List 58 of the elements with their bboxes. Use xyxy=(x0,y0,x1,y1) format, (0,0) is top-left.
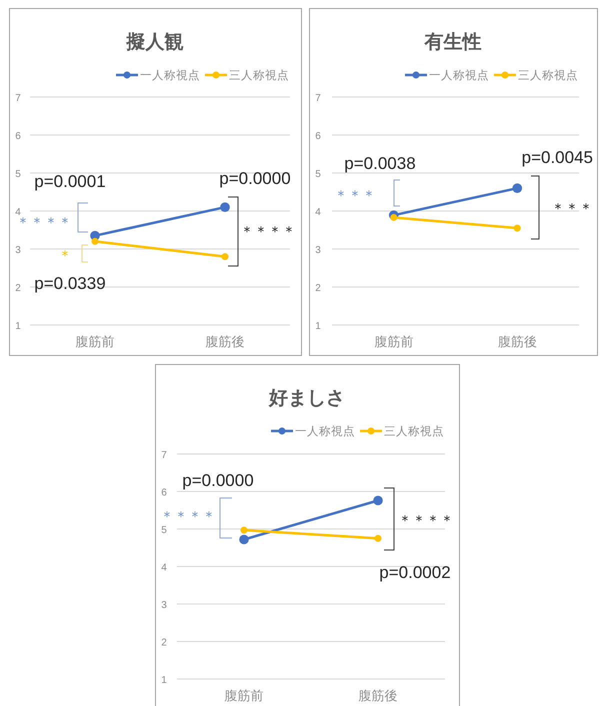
point xyxy=(374,534,382,542)
y-tick-label: 1 xyxy=(161,675,168,686)
annotation: ＊＊＊＊ xyxy=(240,223,296,240)
annotation: p=0.0045 xyxy=(522,148,593,168)
y-tick-label: 7 xyxy=(315,93,322,104)
annotation: p=0.0038 xyxy=(344,154,416,174)
x-tick-label: 腹筋前 xyxy=(76,334,114,349)
y-tick-label: 7 xyxy=(161,450,168,461)
y-tick-label: 6 xyxy=(315,131,322,142)
point xyxy=(92,238,98,245)
annotation: p=0.0001 xyxy=(34,172,106,192)
y-tick-label: 4 xyxy=(315,207,322,218)
chart-title: 好ましさ xyxy=(268,388,345,409)
x-tick-label: 腹筋後 xyxy=(498,334,537,349)
x-tick-label: 腹筋前 xyxy=(224,688,264,703)
legend-label: 三人称視点 xyxy=(229,69,289,82)
y-tick-label: 1 xyxy=(15,321,22,332)
annotation: ＊ xyxy=(58,247,72,264)
point xyxy=(373,496,383,506)
annotation: p=0.0000 xyxy=(219,169,291,188)
legend-label: 一人称視点 xyxy=(140,69,200,82)
point xyxy=(222,253,228,260)
legend-label: 三人称視点 xyxy=(384,425,444,438)
y-tick-label: 2 xyxy=(15,283,22,294)
x-tick-label: 腹筋後 xyxy=(358,688,398,703)
annotation: p=0.0000 xyxy=(182,471,254,490)
y-tick-label: 4 xyxy=(161,562,168,574)
y-tick-label: 5 xyxy=(15,169,22,180)
legend-label: 一人称視点 xyxy=(295,425,355,438)
y-tick-label: 1 xyxy=(315,321,322,332)
point xyxy=(514,224,521,232)
annotation: p=0.0339 xyxy=(34,274,106,294)
legend-label: 三人称視点 xyxy=(518,69,578,82)
point xyxy=(512,183,522,193)
y-tick-label: 6 xyxy=(15,131,22,142)
legend-label: 一人称視点 xyxy=(429,69,489,82)
chart-title: 擬人観 xyxy=(126,32,184,53)
x-tick-label: 腹筋前 xyxy=(374,334,414,349)
annotation: ＊＊＊ xyxy=(551,200,593,216)
point xyxy=(239,534,249,544)
y-tick-label: 2 xyxy=(161,638,168,648)
y-tick-label: 2 xyxy=(315,283,322,294)
y-tick-label: 5 xyxy=(315,169,322,180)
point xyxy=(390,214,398,221)
annotation: p=0.0002 xyxy=(379,563,451,582)
annotation: ＊＊＊＊ xyxy=(160,508,216,524)
y-tick-label: 3 xyxy=(161,600,168,611)
y-tick-label: 3 xyxy=(15,245,22,256)
y-tick-label: 5 xyxy=(161,525,168,536)
y-tick-label: 3 xyxy=(315,245,322,256)
chart-title: 有生性 xyxy=(424,31,482,53)
point xyxy=(220,202,230,212)
annotation: ＊＊＊＊ xyxy=(398,512,454,528)
point xyxy=(240,526,248,534)
y-tick-label: 6 xyxy=(161,488,168,498)
x-tick-label: 腹筋後 xyxy=(206,334,244,349)
annotation: ＊＊＊ xyxy=(334,187,376,204)
y-tick-label: 7 xyxy=(15,93,22,104)
